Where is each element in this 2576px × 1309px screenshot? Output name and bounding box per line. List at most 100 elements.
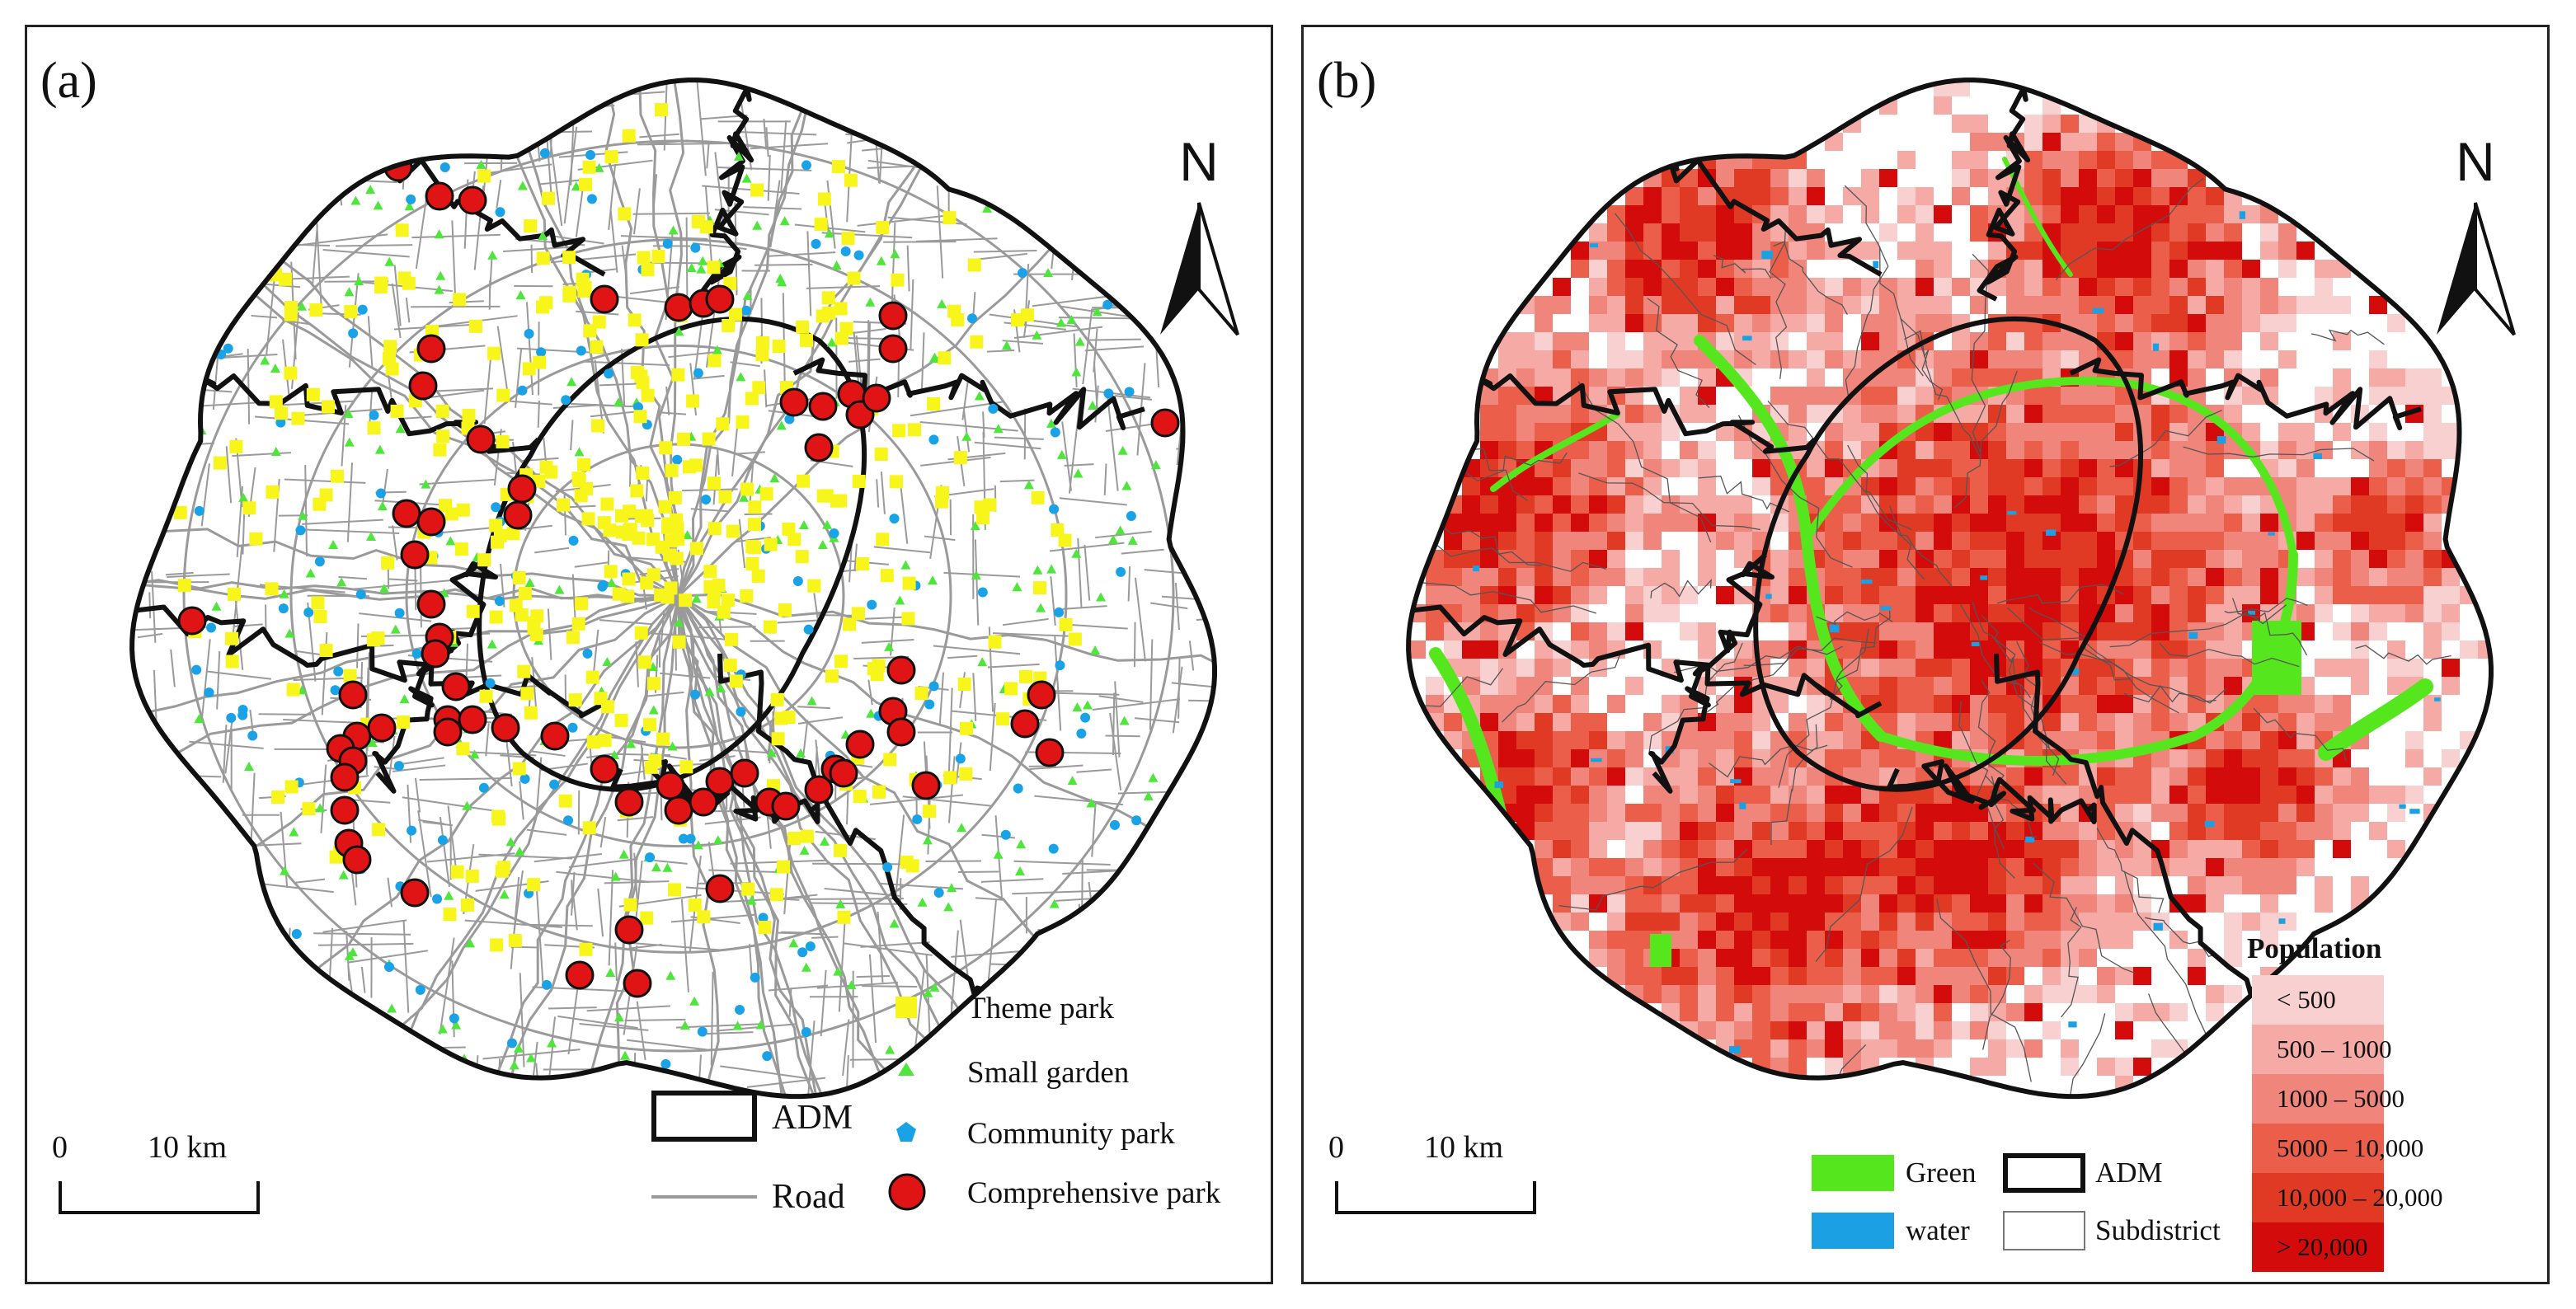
small-garden-symbol bbox=[898, 1063, 914, 1076]
road bbox=[1228, 520, 1273, 523]
community-park-point bbox=[801, 160, 811, 171]
population-cell bbox=[2369, 495, 2387, 514]
theme-park-point bbox=[876, 533, 890, 547]
population-cell bbox=[2115, 876, 2133, 894]
theme-park-point bbox=[1032, 581, 1046, 595]
population-cell bbox=[2278, 822, 2296, 840]
population-cell bbox=[2188, 695, 2206, 713]
theme-park-point bbox=[490, 938, 504, 952]
arterial-road bbox=[678, 594, 1206, 856]
population-cell bbox=[2061, 913, 2079, 931]
population-cell bbox=[1789, 405, 1807, 423]
road bbox=[1055, 692, 1120, 696]
theme-park-point bbox=[796, 320, 810, 334]
road bbox=[418, 819, 444, 825]
road bbox=[430, 135, 463, 138]
community-park-point bbox=[383, 961, 394, 972]
road bbox=[322, 919, 407, 933]
population-cell bbox=[1861, 278, 1879, 296]
road bbox=[851, 328, 886, 335]
population-cell bbox=[1807, 387, 1825, 405]
population-cell bbox=[1861, 640, 1879, 659]
population-cell bbox=[1716, 822, 1734, 840]
population-cell bbox=[1698, 622, 1716, 640]
road bbox=[873, 546, 931, 554]
subdistrict-boundary bbox=[1737, 415, 1853, 568]
small-garden-point bbox=[982, 203, 993, 213]
population-cell bbox=[1879, 459, 1897, 477]
small-garden-point bbox=[618, 849, 629, 859]
community-park-point bbox=[1116, 566, 1126, 577]
population-cell bbox=[1916, 387, 1934, 405]
population-cell bbox=[2133, 586, 2151, 604]
road bbox=[304, 464, 308, 557]
population-cell bbox=[1444, 640, 1462, 659]
population-cell bbox=[1807, 477, 1825, 495]
population-cell bbox=[1807, 695, 1825, 713]
population-cell bbox=[2423, 604, 2442, 622]
theme-park-point bbox=[634, 369, 648, 383]
population-cell bbox=[2097, 133, 2115, 151]
subdistrict-boundary bbox=[1408, 581, 1597, 614]
arterial-road bbox=[677, 595, 914, 1097]
theme-park-point bbox=[390, 404, 404, 418]
population-cell bbox=[2351, 786, 2369, 804]
population-cell bbox=[2061, 187, 2079, 205]
small-garden-point bbox=[374, 444, 385, 454]
population-cell bbox=[1662, 894, 1680, 913]
road bbox=[1114, 681, 1121, 758]
population-cell bbox=[1553, 659, 1571, 677]
population-cell bbox=[1861, 405, 1879, 423]
legend-theme-park-label: Theme park bbox=[967, 992, 1114, 1025]
population-cell bbox=[2369, 568, 2387, 586]
community-park-point bbox=[567, 722, 578, 733]
theme-park-point bbox=[876, 221, 890, 235]
population-cell bbox=[1662, 514, 1680, 532]
road bbox=[1103, 463, 1107, 495]
population-cell bbox=[1770, 858, 1789, 876]
district-boundary bbox=[133, 604, 606, 719]
subdistrict-boundary bbox=[2123, 870, 2208, 1049]
community-park-point bbox=[701, 494, 712, 504]
population-cell bbox=[2387, 441, 2405, 459]
population-cell bbox=[1879, 822, 1897, 840]
population-cell bbox=[1789, 604, 1807, 622]
population-cell bbox=[2206, 622, 2224, 640]
theme-park-point bbox=[286, 683, 300, 697]
population-cell bbox=[2242, 858, 2260, 876]
arterial-road bbox=[677, 595, 977, 1097]
population-cell bbox=[1752, 350, 1770, 368]
population-cell bbox=[2097, 187, 2115, 205]
population-cell bbox=[2097, 278, 2115, 296]
theme-park-point bbox=[539, 460, 553, 474]
population-cell bbox=[2260, 568, 2278, 586]
population-cell bbox=[2042, 296, 2061, 314]
theme-park-point bbox=[604, 150, 618, 164]
road bbox=[352, 129, 363, 188]
theme-park-point bbox=[923, 805, 937, 819]
population-cell bbox=[2260, 278, 2278, 296]
population-cell bbox=[2351, 604, 2369, 622]
road bbox=[1050, 576, 1056, 626]
road bbox=[767, 155, 771, 201]
theme-park-point bbox=[466, 604, 480, 618]
subdistrict-boundary bbox=[1577, 381, 1712, 543]
population-cell bbox=[1716, 332, 1734, 350]
theme-park-point bbox=[644, 760, 658, 774]
theme-park-point bbox=[728, 307, 742, 321]
population-cell bbox=[2315, 477, 2333, 495]
road bbox=[1037, 1039, 1088, 1047]
population-cell bbox=[1952, 514, 1970, 532]
population-cell bbox=[1716, 840, 1734, 858]
theme-park-point bbox=[633, 410, 647, 424]
population-cell bbox=[1607, 858, 1625, 876]
theme-park-point bbox=[518, 587, 532, 601]
population-cell bbox=[2315, 894, 2333, 913]
population-cell bbox=[1789, 296, 1807, 314]
population-cell bbox=[2278, 423, 2296, 441]
population-cell bbox=[2151, 296, 2169, 314]
road bbox=[353, 579, 452, 590]
population-cell bbox=[1553, 350, 1571, 368]
population-cell bbox=[1734, 514, 1752, 532]
population-cell bbox=[2260, 822, 2278, 840]
